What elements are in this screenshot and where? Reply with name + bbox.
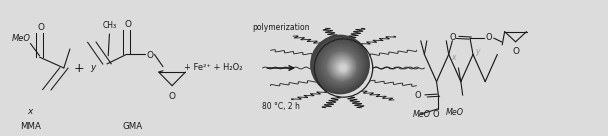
Ellipse shape: [319, 43, 363, 88]
Ellipse shape: [335, 59, 350, 75]
Ellipse shape: [337, 61, 349, 73]
Text: MeO: MeO: [446, 108, 464, 117]
Ellipse shape: [317, 42, 364, 88]
Ellipse shape: [338, 62, 348, 72]
Ellipse shape: [331, 55, 353, 78]
Text: + Fe²⁺ + H₂O₂: + Fe²⁺ + H₂O₂: [184, 64, 242, 72]
Text: MeO: MeO: [12, 34, 31, 43]
Ellipse shape: [332, 56, 353, 77]
Ellipse shape: [323, 48, 359, 84]
Ellipse shape: [334, 58, 351, 76]
Text: O: O: [449, 33, 455, 42]
Ellipse shape: [313, 37, 368, 92]
Ellipse shape: [339, 63, 347, 72]
Ellipse shape: [326, 51, 357, 82]
Ellipse shape: [315, 39, 366, 91]
Ellipse shape: [312, 36, 368, 93]
Text: 80 °C, 2 h: 80 °C, 2 h: [262, 102, 300, 111]
Ellipse shape: [342, 66, 345, 69]
Ellipse shape: [324, 49, 359, 83]
Ellipse shape: [314, 38, 367, 91]
Ellipse shape: [319, 44, 362, 87]
Text: y: y: [90, 64, 95, 72]
Text: MMA: MMA: [20, 122, 41, 131]
Ellipse shape: [322, 47, 360, 85]
Text: x: x: [451, 53, 456, 62]
Text: O: O: [125, 20, 132, 29]
Ellipse shape: [316, 40, 365, 90]
Ellipse shape: [333, 57, 352, 76]
Ellipse shape: [320, 45, 362, 86]
Text: O: O: [415, 91, 421, 100]
Ellipse shape: [328, 53, 356, 80]
Text: O: O: [37, 23, 44, 32]
Text: CH₃: CH₃: [102, 21, 117, 30]
Text: polymerization: polymerization: [252, 23, 309, 32]
Ellipse shape: [311, 35, 369, 94]
Ellipse shape: [327, 52, 356, 81]
Ellipse shape: [317, 41, 365, 89]
Text: O: O: [512, 47, 519, 56]
Ellipse shape: [342, 67, 344, 69]
Text: MeO: MeO: [413, 110, 431, 119]
Text: +: +: [74, 61, 85, 75]
Text: O: O: [432, 110, 438, 119]
Text: GMA: GMA: [122, 122, 143, 131]
Text: x: x: [28, 107, 33, 116]
Text: O: O: [146, 51, 153, 60]
Text: O: O: [486, 33, 492, 42]
Ellipse shape: [336, 60, 350, 74]
Ellipse shape: [330, 55, 354, 79]
Ellipse shape: [325, 50, 358, 82]
Ellipse shape: [340, 65, 346, 70]
Text: y: y: [475, 47, 480, 55]
Text: O: O: [168, 92, 176, 101]
Ellipse shape: [340, 64, 347, 71]
Ellipse shape: [329, 54, 355, 79]
Ellipse shape: [322, 46, 361, 85]
